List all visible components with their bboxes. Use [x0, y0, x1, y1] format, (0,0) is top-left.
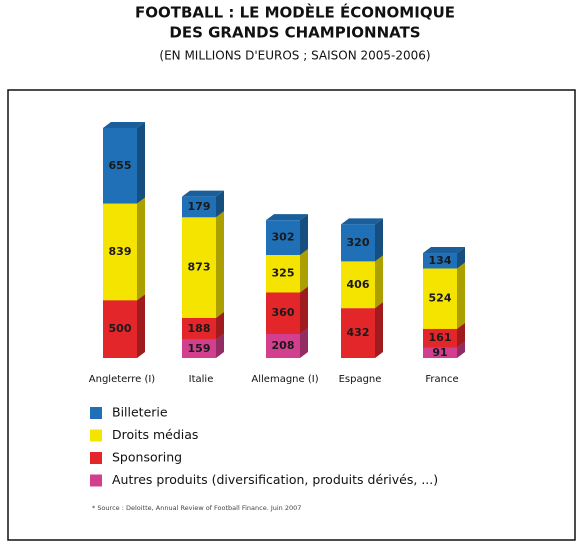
bar [266, 220, 300, 255]
bar-top [266, 214, 308, 221]
legend-label: Droits médias [112, 427, 198, 442]
bar [423, 328, 457, 348]
value-label: 325 [272, 267, 295, 280]
legend-label: Billeterie [112, 405, 168, 420]
bar-side [375, 302, 383, 358]
bar-top [182, 190, 224, 197]
bar [341, 308, 375, 358]
value-label: 432 [347, 326, 370, 339]
value-label: 320 [347, 236, 370, 249]
bar [103, 203, 137, 301]
value-label: 302 [272, 231, 295, 244]
bar-side [300, 286, 308, 335]
legend-swatch [90, 452, 102, 464]
value-label: 406 [347, 278, 370, 291]
bar [266, 292, 300, 335]
bar [103, 300, 137, 358]
value-label: 839 [109, 245, 132, 258]
value-label: 134 [429, 254, 452, 267]
bar-side [457, 341, 465, 358]
bar [182, 217, 216, 318]
x-tick-label: Allemagne (I) [251, 374, 318, 385]
x-tick-label: Italie [189, 374, 214, 385]
bar [103, 128, 137, 204]
bar-side [300, 248, 308, 293]
value-label: 161 [429, 331, 452, 344]
value-label: 524 [429, 292, 452, 305]
legend-swatch [90, 407, 102, 419]
bar [423, 253, 457, 269]
chart-title: DES GRANDS CHAMPIONNATS [169, 24, 420, 42]
legend-label: Autres produits (diversification, produi… [112, 472, 438, 487]
bar-side [300, 214, 308, 255]
bar [423, 268, 457, 329]
x-tick-label: Espagne [339, 374, 382, 385]
legend-swatch [90, 429, 102, 442]
bar-top [423, 247, 465, 254]
bar-side [375, 255, 383, 309]
bar [266, 254, 300, 293]
bar [341, 261, 375, 309]
value-label: 188 [188, 322, 211, 335]
bar-side [375, 218, 383, 262]
value-label: 500 [109, 322, 132, 335]
bar-side [216, 311, 224, 340]
chart-subtitle: (EN MILLIONS D'EUROS ; SAISON 2005-2006) [159, 49, 430, 63]
bar-side [137, 122, 145, 204]
value-label: 873 [188, 261, 211, 274]
bar [182, 317, 216, 340]
value-label: 208 [272, 339, 295, 352]
source-note: * Source : Deloitte, Annual Review of Fo… [92, 504, 301, 512]
bar-top [103, 122, 145, 128]
value-label: 360 [272, 306, 295, 319]
bar-top [341, 218, 383, 225]
value-label: 159 [188, 342, 211, 355]
bar-side [216, 211, 224, 318]
bar-side [137, 294, 145, 358]
value-label: 179 [188, 200, 211, 213]
value-label: 91 [432, 346, 447, 359]
bar [182, 339, 216, 358]
bar [423, 347, 457, 358]
bar-side [137, 197, 145, 301]
bar [341, 224, 375, 262]
value-label: 655 [109, 159, 132, 172]
bar-side [457, 262, 465, 329]
bar-side [457, 247, 465, 269]
x-tick-label: Angleterre (I) [89, 374, 156, 385]
legend-label: Sponsoring [112, 450, 182, 465]
bar-side [300, 328, 308, 358]
chart-title: FOOTBALL : LE MODÈLE ÉCONOMIQUE [135, 3, 455, 22]
bar-side [216, 333, 224, 358]
legend-swatch [90, 474, 102, 487]
bar [182, 196, 216, 218]
frame [7, 89, 576, 541]
bar-side [216, 190, 224, 218]
bar [266, 334, 300, 358]
bar-side [457, 322, 465, 348]
x-tick-label: France [425, 374, 458, 385]
